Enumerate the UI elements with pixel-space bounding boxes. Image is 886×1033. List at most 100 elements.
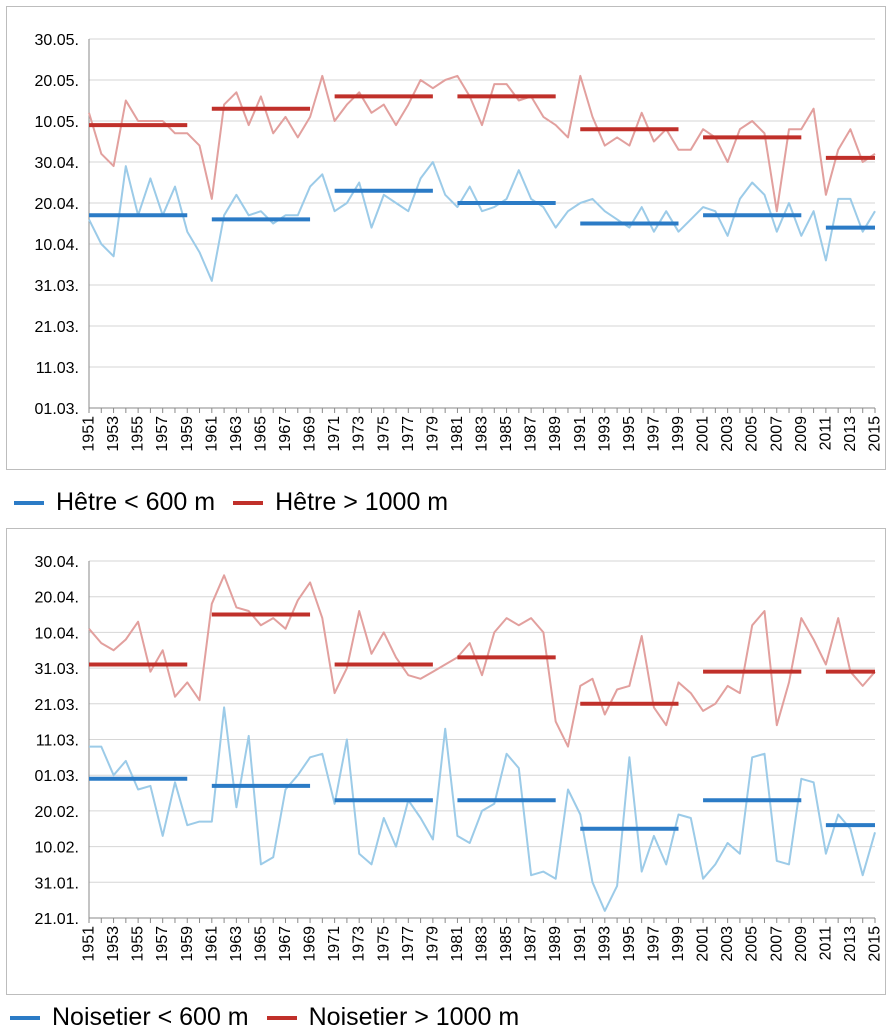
legend-swatch-hetre-low xyxy=(14,500,44,505)
x-tick-label: 1985 xyxy=(498,926,515,962)
legend-label-noisetier-high: Noisetier > 1000 m xyxy=(308,1003,520,1031)
x-tick-label: 1991 xyxy=(572,416,589,452)
y-tick-label: 01.03. xyxy=(35,401,79,418)
y-tick-label: 21.03. xyxy=(35,319,79,336)
x-tick-label: 1965 xyxy=(252,926,269,962)
y-tick-label: 11.03. xyxy=(36,733,79,750)
y-tick-label: 10.04. xyxy=(35,625,79,642)
x-tick-label: 1995 xyxy=(621,416,638,452)
y-tick-label: 01.03. xyxy=(35,768,79,785)
x-tick-label: 2009 xyxy=(793,416,810,452)
legend-noisetier: Noisetier < 600 m Noisetier > 1000 m xyxy=(10,1003,537,1032)
x-tick-label: 2007 xyxy=(768,926,785,962)
legend-swatch-hetre-high xyxy=(233,500,264,505)
y-tick-label: 10.05. xyxy=(35,114,79,131)
x-tick-label: 1965 xyxy=(252,416,269,452)
x-tick-label: 1983 xyxy=(474,926,491,962)
x-tick-label: 2003 xyxy=(719,416,736,452)
x-tick-label: 2015 xyxy=(867,926,884,962)
legend-label-hetre-high: Hêtre > 1000 m xyxy=(275,488,449,516)
y-tick-label: 21.01. xyxy=(35,911,79,928)
y-tick-label: 21.03. xyxy=(35,697,79,714)
x-tick-label: 2001 xyxy=(695,926,712,962)
chart-hetre: 01.03. 11.03. 21.03. 31.03. 10.04. 20.04. 30.0… xyxy=(35,32,884,452)
y-tick-label: 20.04. xyxy=(35,590,79,607)
x-tick-label: 1989 xyxy=(547,926,564,962)
legend-swatch-noisetier-high xyxy=(266,1015,297,1020)
x-tick-label: 1951 xyxy=(81,416,98,452)
x-tick-label: 1993 xyxy=(596,926,613,962)
x-tick-label: 2003 xyxy=(719,926,736,962)
y-tick-label: 11.03. xyxy=(36,360,79,377)
x-tick-label: 1967 xyxy=(277,926,294,962)
legend-item-noisetier-low: Noisetier < 600 m xyxy=(10,1003,249,1032)
y-tick-label: 20.04. xyxy=(35,196,79,213)
x-tick-label: 2005 xyxy=(744,416,761,452)
x-tick-label: 2011 xyxy=(817,926,834,961)
y-tick-label: 30.05. xyxy=(35,32,79,49)
x-tick-label: 1981 xyxy=(449,926,466,962)
series-line-0 xyxy=(89,706,876,912)
x-tick-label: 1953 xyxy=(105,416,122,452)
x-tick-label: 1959 xyxy=(179,416,196,452)
x-tick-label: 1989 xyxy=(547,416,564,452)
x-tick-label: 1963 xyxy=(228,416,245,452)
x-tick-label: 1973 xyxy=(351,926,368,962)
y-tick-label: 30.04. xyxy=(35,155,79,172)
legend-hetre: Hêtre < 600 m Hêtre > 1000 m xyxy=(14,488,466,517)
x-tick-label: 1971 xyxy=(326,926,343,962)
x-tick-label: 2009 xyxy=(793,926,810,962)
x-tick-label: 1999 xyxy=(670,416,687,452)
legend-item-hetre-high: Hêtre > 1000 m xyxy=(233,488,448,517)
x-tick-label: 1985 xyxy=(498,416,515,452)
chart-panel-hetre: 01.03. 11.03. 21.03. 31.03. 10.04. 20.04. 30.0… xyxy=(6,6,886,470)
x-tick-label: 1997 xyxy=(645,926,662,962)
x-tick-label: 1971 xyxy=(326,416,343,452)
legend-item-hetre-low: Hêtre < 600 m xyxy=(14,488,215,517)
x-tick-label: 1987 xyxy=(523,926,540,962)
x-tick-label: 1967 xyxy=(277,416,294,452)
chart-panel-noisetier: 21.01. 31.01. 10.02. 20.02. 01.03. 11.03. 21.0… xyxy=(6,528,886,995)
x-tick-label: 2015 xyxy=(867,416,884,452)
y-tick-label: 10.04. xyxy=(35,237,79,254)
x-tick-label: 2005 xyxy=(744,926,761,962)
y-tick-label: 10.02. xyxy=(35,840,79,857)
x-tick-label: 1993 xyxy=(596,416,613,452)
x-tick-label: 1969 xyxy=(302,926,319,962)
x-tick-label: 2013 xyxy=(842,416,859,452)
x-tick-label: 2011 xyxy=(817,416,834,451)
legend-label-noisetier-low: Noisetier < 600 m xyxy=(52,1003,249,1031)
x-tick-label: 1999 xyxy=(670,926,687,962)
series-line-1 xyxy=(88,74,876,213)
x-tick-label: 1963 xyxy=(228,926,245,962)
chart-noisetier: 21.01. 31.01. 10.02. 20.02. 01.03. 11.03. 21.0… xyxy=(35,554,884,962)
x-tick-label: 1991 xyxy=(572,926,589,962)
x-tick-label: 1973 xyxy=(351,416,368,452)
x-tick-label: 1975 xyxy=(375,926,392,962)
x-tick-label: 1997 xyxy=(645,416,662,452)
x-tick-label: 1995 xyxy=(621,926,638,962)
legend-label-hetre-low: Hêtre < 600 m xyxy=(56,488,216,516)
x-tick-label: 2001 xyxy=(695,416,712,452)
x-tick-label: 1961 xyxy=(203,926,220,962)
x-tick-label: 1961 xyxy=(203,416,220,452)
x-tick-label: 1955 xyxy=(130,416,147,452)
x-tick-label: 2013 xyxy=(842,926,859,962)
x-tick-label: 1951 xyxy=(81,926,98,962)
series-line-0 xyxy=(88,161,876,282)
x-tick-label: 1983 xyxy=(474,416,491,452)
x-tick-label: 1969 xyxy=(302,416,319,452)
x-tick-label: 2007 xyxy=(768,416,785,452)
y-tick-label: 20.02. xyxy=(35,804,79,821)
y-tick-label: 31.03. xyxy=(35,661,79,678)
y-tick-label: 20.05. xyxy=(35,73,79,90)
y-tick-label: 31.03. xyxy=(35,278,79,295)
x-tick-label: 1977 xyxy=(400,926,417,962)
x-tick-label: 1975 xyxy=(375,416,392,452)
y-tick-label: 30.04. xyxy=(35,554,79,571)
x-tick-label: 1953 xyxy=(105,926,122,962)
x-tick-label: 1987 xyxy=(523,416,540,452)
y-tick-label: 31.01. xyxy=(35,875,79,892)
x-tick-label: 1977 xyxy=(400,416,417,452)
x-tick-label: 1957 xyxy=(154,416,171,452)
